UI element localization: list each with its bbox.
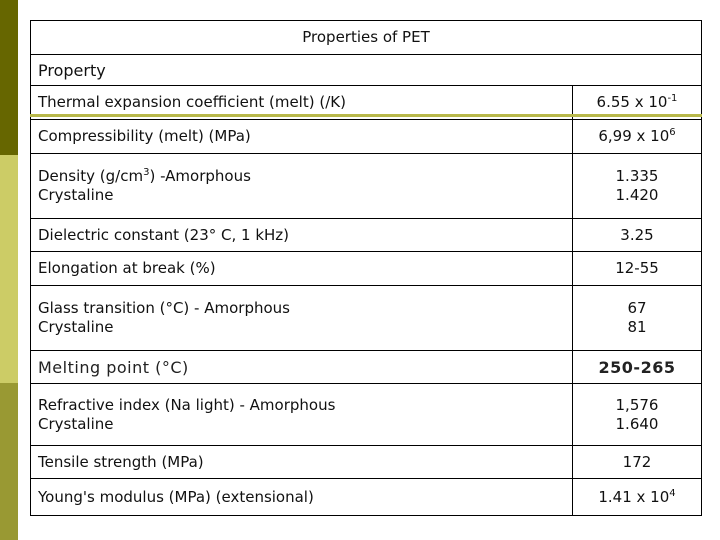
- cell-line: 67: [580, 299, 694, 318]
- property-cell: Density (g/cm3) -Amorphous Crystaline: [30, 153, 573, 219]
- table-row: Density (g/cm3) -Amorphous Crystaline 1.33…: [30, 153, 702, 219]
- value-cell: 172: [572, 445, 702, 479]
- superscript: -1: [667, 93, 678, 104]
- cell-text: Young's modulus (MPa) (extensional): [38, 487, 314, 506]
- side-stripe: [0, 383, 18, 540]
- cell-text: Glass transition (°C) - Amorphous: [38, 299, 290, 317]
- value-cell: 1.41 x 104: [572, 478, 702, 516]
- property-cell: Dielectric constant (23° C, 1 kHz): [30, 218, 573, 252]
- cell-line: 1.640: [580, 415, 694, 434]
- cell-text: 67: [627, 299, 647, 317]
- value-cell: 6,99 x 106: [572, 119, 702, 154]
- cell-line: Crystaline: [38, 186, 565, 205]
- cell-line: Elongation at break (%): [38, 259, 565, 278]
- highlight-line: [30, 114, 702, 117]
- table-title: Properties of PET: [30, 20, 702, 55]
- cell-line: Refractive index (Na light) - Amorphous: [38, 396, 565, 415]
- cell-text: Crystaline: [38, 414, 114, 433]
- cell-line: Glass transition (°C) - Amorphous: [38, 299, 565, 318]
- property-cell: Melting point (°C): [30, 350, 573, 384]
- value-cell: 250-265: [572, 350, 702, 384]
- cell-text: Elongation at break (%): [38, 259, 216, 277]
- table-row: Tensile strength (MPa) 172: [30, 445, 702, 479]
- cell-line: Tensile strength (MPa): [38, 453, 565, 472]
- property-cell: Refractive index (Na light) - Amorphous C…: [30, 383, 573, 446]
- cell-text: 1.335: [615, 167, 659, 185]
- cell-text: Compressibility (melt) (MPa): [38, 127, 251, 145]
- cell-line: 1,576: [580, 396, 694, 415]
- value-cell: 1.335 1.420: [572, 153, 702, 219]
- cell-text: 1.420: [615, 186, 659, 204]
- cell-text: 3.25: [620, 225, 654, 244]
- cell-line: 1.335: [580, 167, 694, 186]
- property-cell: Compressibility (melt) (MPa): [30, 119, 573, 154]
- cell-line: Young's modulus (MPa) (extensional): [38, 488, 565, 507]
- cell-line: Density (g/cm3) -Amorphous: [38, 167, 565, 186]
- superscript: 3: [143, 167, 150, 178]
- table-row: Dielectric constant (23° C, 1 kHz) 3.25: [30, 218, 702, 252]
- cell-text: Dielectric constant (23° C, 1 kHz): [38, 225, 290, 244]
- value-cell: 3.25: [572, 218, 702, 252]
- table-row: Refractive index (Na light) - Amorphous C…: [30, 383, 702, 446]
- cell-line: 172: [580, 453, 694, 472]
- cell-text: Crystaline: [38, 318, 114, 336]
- cell-line: 3.25: [580, 226, 694, 245]
- cell-text: Melting point (°C): [38, 357, 189, 377]
- cell-text: 1.640: [615, 414, 659, 433]
- value-cell: 67 81: [572, 285, 702, 351]
- cell-text: 250-265: [598, 357, 676, 377]
- cell-line: 1.41 x 104: [580, 488, 694, 507]
- superscript: 4: [669, 487, 676, 499]
- cell-text: 6,99 x 10: [598, 127, 670, 145]
- properties-table: Properties of PET Property Thermal expan…: [30, 20, 702, 516]
- value-cell: 1,576 1.640: [572, 383, 702, 446]
- column-header: Property: [30, 54, 702, 86]
- table-row: Elongation at break (%) 12-55: [30, 251, 702, 286]
- property-cell: Elongation at break (%): [30, 251, 573, 286]
- side-stripe: [0, 155, 18, 383]
- property-cell: Young's modulus (MPa) (extensional): [30, 478, 573, 516]
- side-stripe: [0, 0, 18, 155]
- cell-line: 6.55 x 10-1: [580, 93, 694, 112]
- cell-text: 1,576: [615, 395, 659, 414]
- property-cell: Glass transition (°C) - Amorphous Crystal…: [30, 285, 573, 351]
- cell-line: 12-55: [580, 259, 694, 278]
- cell-line: 1.420: [580, 186, 694, 205]
- cell-text: 12-55: [615, 259, 659, 277]
- cell-text: 172: [622, 452, 652, 471]
- cell-line: Crystaline: [38, 415, 565, 434]
- cell-line: Crystaline: [38, 318, 565, 337]
- cell-line: 6,99 x 106: [580, 127, 694, 146]
- cell-text: Refractive index (Na light) - Amorphous: [38, 395, 336, 414]
- cell-line: Compressibility (melt) (MPa): [38, 127, 565, 146]
- cell-text: Tensile strength (MPa): [38, 452, 204, 471]
- cell-text: 6.55 x 10: [596, 93, 668, 111]
- cell-text: Crystaline: [38, 186, 114, 204]
- value-cell: 12-55: [572, 251, 702, 286]
- table-row: Young's modulus (MPa) (extensional) 1.41 …: [30, 478, 702, 516]
- cell-line: Melting point (°C): [38, 358, 565, 377]
- property-cell: Tensile strength (MPa): [30, 445, 573, 479]
- table-row: Glass transition (°C) - Amorphous Crystal…: [30, 285, 702, 351]
- table-row: Compressibility (melt) (MPa) 6,99 x 106: [30, 119, 702, 154]
- cell-text: Density (g/cm: [38, 167, 144, 185]
- cell-text: ) -Amorphous: [149, 167, 251, 185]
- cell-line: 250-265: [580, 358, 694, 377]
- cell-text: Thermal expansion coefficient (melt) (/K…: [38, 93, 346, 111]
- cell-line: 81: [580, 318, 694, 337]
- cell-text: 1.41 x 10: [598, 487, 670, 506]
- cell-line: Dielectric constant (23° C, 1 kHz): [38, 226, 565, 245]
- cell-line: Thermal expansion coefficient (melt) (/K…: [38, 93, 565, 112]
- table-row: Melting point (°C) 250-265: [30, 350, 702, 384]
- superscript: 6: [669, 127, 676, 138]
- cell-text: 81: [627, 318, 647, 336]
